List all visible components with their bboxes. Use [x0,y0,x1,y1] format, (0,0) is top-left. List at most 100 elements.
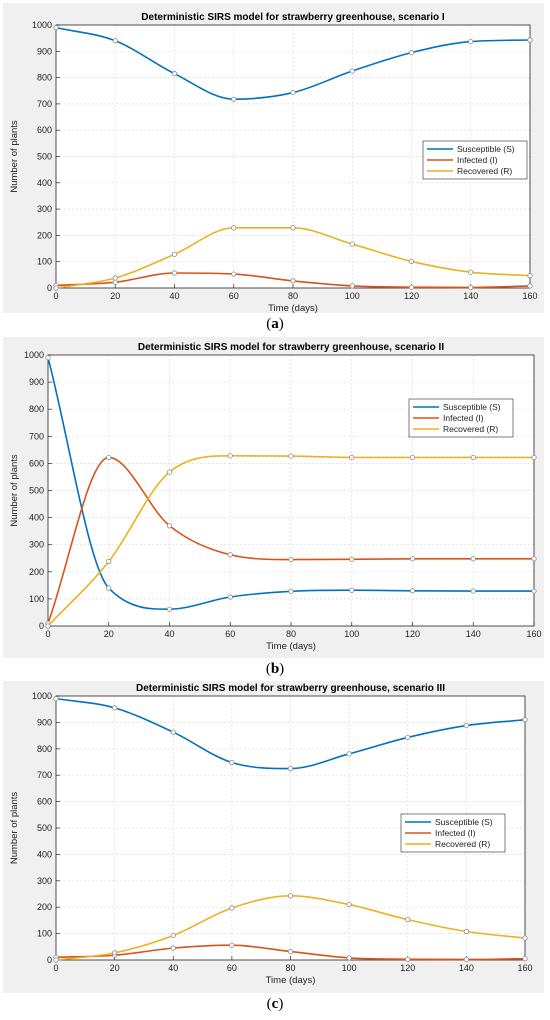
data-point-recovered-r [106,558,112,565]
x-axis-label: Time (days) [268,303,318,313]
x-tick-label: 60 [227,963,237,973]
y-tick-label: 500 [37,152,52,162]
x-axis-label: Time (days) [266,641,316,652]
chart-svg-a: 0 20 40 60 80 100 120 140 160 0 100 200 300 400 500 600… [9,12,538,313]
legend-label: Infected (I) [457,155,498,165]
data-point-susceptible-s [527,37,533,43]
data-point-susceptible-s [229,759,235,766]
x-tick-label: 0 [53,963,58,973]
legend-label: Infected (I) [443,413,484,423]
y-tick-label: 0 [47,955,52,965]
y-tick-label: 500 [29,486,44,496]
x-tick-label: 40 [168,963,178,973]
y-tick-label: 600 [29,458,44,468]
data-point-recovered-r [405,917,411,923]
data-point-infected-i [171,270,178,276]
data-point-infected-i [527,283,533,289]
x-tick-label: 160 [517,963,532,973]
data-point-recovered-r [522,935,528,941]
x-tick-label: 40 [169,291,179,301]
data-point-infected-i [290,278,296,284]
data-point-recovered-r [470,454,476,461]
data-point-infected-i [287,948,294,955]
x-tick-label: 80 [288,291,298,301]
y-tick-label: 900 [37,46,52,56]
data-point-susceptible-s [287,766,294,772]
data-point-recovered-r [463,928,469,935]
data-point-susceptible-s [53,696,59,702]
y-axis-label: Number of plants [9,792,20,865]
y-tick-label: 300 [29,540,44,550]
y-tick-label: 900 [37,717,52,727]
data-point-recovered-r [170,932,176,939]
legend-label: Recovered (R) [435,839,490,849]
y-axis-label: Number of plants [9,120,20,193]
data-point-susceptible-s [166,606,173,612]
y-tick-label: 800 [37,744,52,754]
x-tick-label: 60 [229,291,239,301]
data-point-susceptible-s [408,50,415,56]
data-point-infected-i [229,942,235,948]
data-point-susceptible-s [171,71,178,77]
y-tick-label: 500 [37,823,52,833]
y-tick-label: 900 [29,377,44,387]
data-point-infected-i [346,955,352,961]
x-tick-label: 100 [345,291,360,301]
chart-title: Deterministic SIRS model for strawberry … [138,342,444,353]
data-point-susceptible-s [349,68,355,74]
data-point-recovered-r [45,623,51,629]
data-point-infected-i [470,556,476,562]
data-point-recovered-r [112,275,118,281]
data-point-susceptible-s [468,38,474,45]
data-point-infected-i [170,945,176,951]
x-tick-label: 0 [53,291,58,301]
data-point-infected-i [349,556,355,562]
data-point-susceptible-s [349,587,355,593]
x-tick-label: 120 [404,291,419,301]
data-point-infected-i [531,556,537,562]
y-tick-label: 700 [37,770,52,780]
data-point-susceptible-s [170,729,176,735]
chart-title: Deterministic SIRS model for strawberry … [136,683,445,694]
y-tick-label: 700 [37,99,52,109]
data-point-recovered-r [349,241,355,247]
y-tick-label: 0 [39,621,44,631]
data-point-recovered-r [231,225,237,231]
subfigure-label-b: (b) [265,661,285,677]
data-point-recovered-r [227,453,233,459]
x-tick-label: 20 [110,291,120,301]
legend-label: Susceptible (S) [435,817,493,827]
data-point-infected-i [112,279,118,285]
y-tick-label: 800 [29,404,44,414]
data-point-susceptible-s [405,734,411,741]
y-tick-label: 400 [37,849,52,859]
data-point-infected-i [349,283,355,289]
data-point-susceptible-s [112,38,118,44]
data-point-infected-i [106,454,112,461]
y-tick-label: 100 [29,594,44,604]
chart-panel-c: 0 20 40 60 80 100 120 140 160 0 100 200 300 400 500 600… [3,681,544,993]
x-tick-label: 20 [104,629,114,639]
data-point-susceptible-s [463,722,469,729]
y-tick-label: 400 [29,513,44,523]
data-point-recovered-r [349,454,355,461]
y-tick-label: 1000 [32,691,52,701]
x-tick-label: 140 [459,963,474,973]
y-tick-label: 200 [37,230,52,240]
subfigure-label-c: (c) [266,996,284,1012]
data-point-recovered-r [166,469,173,475]
chart-panel-b: 0 20 40 60 80 100 120 140 160 0 100 200 300 400 500 600… [3,337,544,658]
legend-label: Infected (I) [435,828,476,838]
data-point-recovered-r [53,957,59,963]
x-tick-label: 100 [344,629,359,639]
y-tick-label: 100 [37,257,52,267]
y-tick-label: 200 [37,902,52,912]
chart-svg-b: 0 20 40 60 80 100 120 140 160 0 100 200 300 400 500 600… [9,342,542,652]
x-tick-label: 20 [110,963,120,973]
x-axis-label: Time (days) [266,975,316,986]
legend-label: Recovered (R) [443,424,498,434]
data-point-recovered-r [346,901,352,908]
subfigure-label-a: (a) [266,316,284,332]
chart-svg-c: 0 20 40 60 80 100 120 140 160 0 100 200 300 400 500 600… [9,683,533,986]
data-point-susceptible-s [531,588,537,594]
